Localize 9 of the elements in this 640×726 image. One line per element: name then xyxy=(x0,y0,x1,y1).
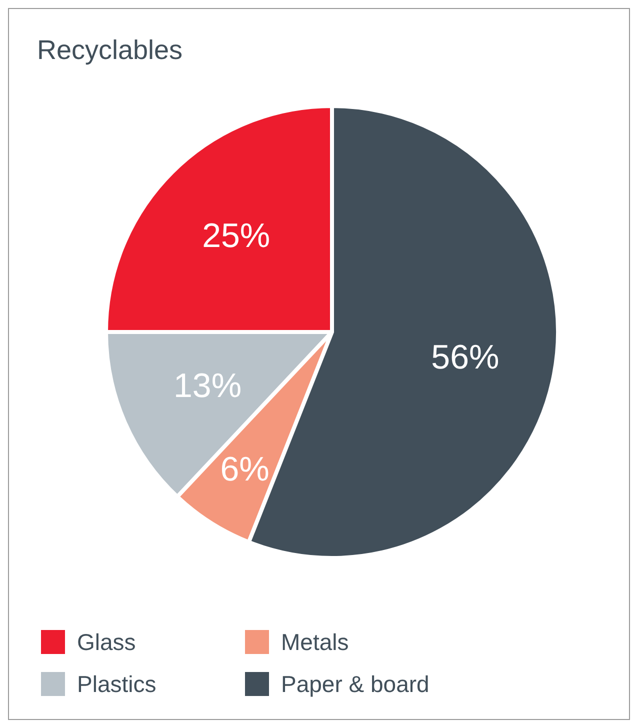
legend-label: Plastics xyxy=(77,670,156,698)
data-label: 13% xyxy=(174,366,242,405)
data-label: 56% xyxy=(431,338,500,376)
data-label: 25% xyxy=(202,217,270,256)
chart-title: Recyclables xyxy=(37,35,183,66)
data-label: 6% xyxy=(220,450,270,488)
legend-label: Metals xyxy=(281,628,349,656)
legend-label: Glass xyxy=(77,628,136,656)
legend-label: Paper & board xyxy=(281,670,430,698)
